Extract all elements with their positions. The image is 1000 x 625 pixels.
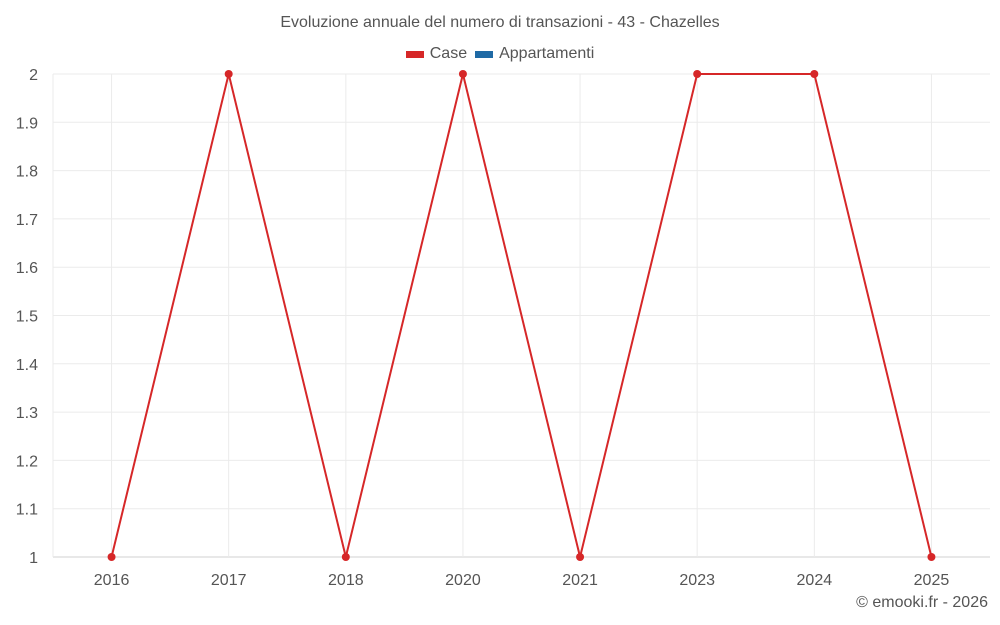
data-point[interactable] — [458, 70, 467, 78]
legend-item-case[interactable]: Case — [405, 45, 468, 63]
data-point[interactable] — [341, 553, 350, 561]
x-tick-label: 2021 — [562, 572, 598, 589]
data-point[interactable] — [107, 553, 116, 561]
legend-swatch-appartamenti — [475, 50, 494, 58]
x-tick-label: 2020 — [445, 572, 481, 589]
y-tick-label: 1.3 — [16, 405, 38, 422]
y-tick-label: 1 — [29, 550, 38, 567]
y-axis-ticks: 2 1.9 1.8 1.7 1.6 1.5 1.4 1.3 1.2 1.1 1 — [16, 67, 38, 567]
y-tick-label: 1.4 — [16, 357, 38, 374]
x-tick-label: 2016 — [94, 572, 130, 589]
chart-title: Evoluzione annuale del numero di transaz… — [280, 14, 720, 31]
y-tick-label: 1.2 — [16, 453, 38, 470]
y-tick-label: 1.7 — [16, 212, 38, 229]
x-tick-label: 2024 — [797, 572, 833, 589]
y-tick-label: 2 — [29, 67, 38, 84]
legend-swatch-case — [405, 50, 424, 58]
legend-item-appartamenti[interactable]: Appartamenti — [475, 45, 594, 63]
y-tick-label: 1.1 — [16, 502, 38, 519]
x-tick-label: 2018 — [328, 572, 364, 589]
x-axis-ticks: 2016 2017 2018 2020 2021 2023 2024 2025 — [94, 572, 950, 589]
y-tick-label: 1.5 — [16, 309, 38, 326]
legend-label-appartamenti: Appartamenti — [499, 45, 595, 62]
y-tick-label: 1.6 — [16, 260, 38, 277]
x-tick-label: 2017 — [211, 572, 247, 589]
chart-legend: Case Appartamenti — [0, 45, 1000, 63]
series-case-line — [107, 70, 936, 561]
x-tick-label: 2023 — [679, 572, 715, 589]
copyright-credit: © emooki.fr - 2026 — [856, 594, 988, 611]
y-tick-label: 1.8 — [16, 164, 38, 181]
data-point[interactable] — [927, 553, 936, 561]
x-tick-label: 2025 — [914, 572, 950, 589]
data-point[interactable] — [224, 70, 233, 78]
data-point[interactable] — [693, 70, 702, 78]
data-point[interactable] — [576, 553, 585, 561]
y-tick-label: 1.9 — [16, 115, 38, 132]
data-point[interactable] — [810, 70, 819, 78]
legend-label-case: Case — [429, 45, 468, 62]
